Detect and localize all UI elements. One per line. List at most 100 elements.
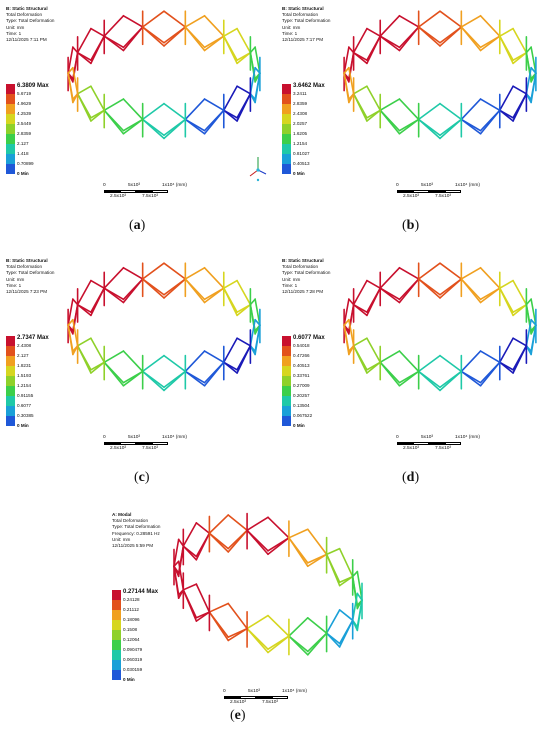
caption-letter: d	[406, 470, 415, 485]
strut	[343, 72, 350, 104]
legend-swatch	[6, 386, 15, 396]
strut	[90, 279, 106, 289]
legend-label: 0.54018	[293, 343, 310, 348]
lattice-cell	[222, 77, 252, 122]
scale-bar-segment	[152, 190, 168, 193]
legend-label: 0.20257	[293, 393, 310, 398]
strut	[182, 545, 198, 561]
lattice-cell	[249, 308, 261, 356]
strut	[208, 602, 230, 613]
legend-swatch	[112, 620, 121, 630]
lattice-cell	[76, 27, 106, 71]
legend-swatch	[6, 346, 15, 356]
strut	[122, 266, 144, 280]
strut	[184, 14, 206, 28]
strut	[76, 51, 92, 65]
strut	[67, 324, 74, 356]
legend-swatch	[282, 114, 291, 124]
strut	[288, 617, 309, 637]
strut	[460, 278, 482, 304]
strut	[498, 85, 514, 112]
lattice-cell	[525, 288, 537, 335]
info-line: Type: Total Deformation	[112, 524, 161, 530]
info-line: Type: Total Deformation	[282, 18, 331, 24]
strut	[398, 118, 420, 135]
legend-swatch	[282, 356, 291, 366]
strut	[267, 516, 290, 539]
strut	[173, 560, 180, 568]
lattice-cell	[184, 93, 225, 135]
strut	[76, 279, 92, 306]
strut	[498, 287, 514, 317]
scale-label: 5x10³	[421, 183, 433, 188]
scale-bar-segment	[445, 190, 461, 193]
strut	[479, 287, 501, 304]
strut	[498, 35, 514, 65]
legend-label: 2.4308	[293, 111, 308, 116]
info-line: Total Deformation	[6, 264, 43, 270]
scale-bar-segment	[120, 442, 136, 445]
strut	[236, 303, 252, 317]
strut	[343, 66, 350, 74]
strut	[141, 262, 165, 280]
strut	[398, 278, 420, 304]
strut	[103, 98, 125, 112]
info-line: Unit: mm	[282, 24, 301, 30]
scale-label: 5x10³	[421, 435, 433, 440]
strut	[267, 537, 290, 556]
strut	[498, 279, 514, 289]
strut	[366, 361, 382, 374]
lattice-cell	[67, 66, 79, 112]
strut	[512, 279, 528, 306]
strut	[366, 27, 382, 37]
info-line: Type: Total Deformation	[6, 18, 55, 24]
info-line: Unit: mm	[112, 536, 131, 542]
scale-bar-segment	[256, 696, 272, 699]
caption-letter: a	[133, 218, 141, 233]
strut	[325, 547, 341, 556]
caption-letter: e	[234, 708, 241, 723]
strut	[227, 514, 248, 532]
strut	[163, 278, 187, 299]
lattice-cell	[460, 345, 501, 387]
analysis-title: B: Static Structural	[6, 258, 48, 263]
strut	[195, 583, 211, 613]
strut	[141, 10, 165, 28]
strut	[76, 337, 92, 347]
strut	[352, 92, 368, 122]
legend-label: 0.40513	[293, 363, 310, 368]
legend-swatch	[6, 406, 15, 416]
scale-bar-segment	[136, 442, 152, 445]
legend-label: 0 Min	[123, 677, 135, 682]
lattice-cell	[325, 536, 354, 587]
lattice-cell	[67, 318, 79, 364]
strut	[288, 537, 309, 568]
lattice-cell	[417, 10, 463, 47]
strut	[417, 26, 441, 47]
scale-label: 0	[103, 183, 106, 188]
panel-d: B: Static Structural Total Deformation Typ…	[282, 258, 550, 486]
strut	[222, 85, 238, 112]
legend-label: 2.4308	[17, 343, 32, 348]
scale-label: 2.5x10³	[110, 446, 126, 451]
legend-label: 1.6205	[293, 131, 308, 136]
scale-label: 1x10⁴ (mm)	[162, 183, 187, 188]
legend-label: 0.1508	[123, 627, 138, 632]
scale-label: 7.5x10³	[435, 446, 451, 451]
strut	[90, 35, 106, 65]
strut	[163, 102, 187, 121]
info-line: 12/11/2025 7:28 PM	[282, 289, 324, 295]
caption-letter: b	[406, 218, 415, 233]
lattice-cell	[460, 93, 501, 135]
legend-label: 0.067522	[293, 413, 313, 418]
strut	[352, 303, 368, 317]
strut	[90, 85, 106, 112]
lattice-cell	[417, 262, 463, 299]
strut	[195, 611, 211, 622]
lattice-ring-structure	[338, 6, 542, 169]
panel-c: B: Static Structural Total Deformation Typ…	[6, 258, 274, 486]
strut	[398, 26, 420, 52]
lattice-cell	[325, 602, 354, 648]
strut	[122, 278, 144, 304]
strut	[208, 532, 230, 553]
